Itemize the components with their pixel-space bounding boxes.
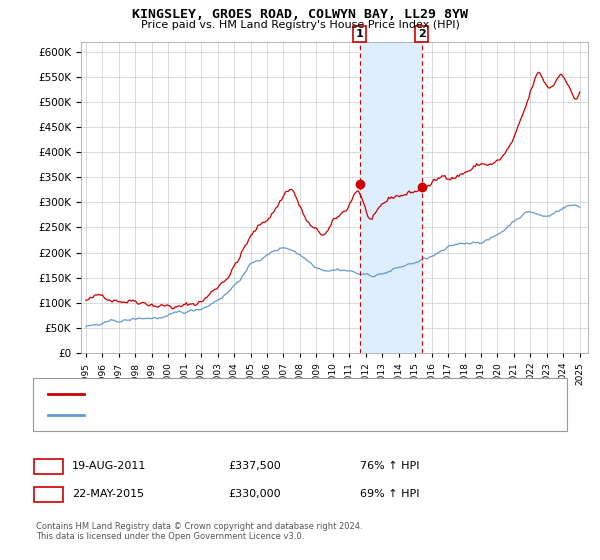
Text: HPI: Average price, detached house, Conwy: HPI: Average price, detached house, Conw… xyxy=(90,410,304,420)
Bar xyxy=(359,42,422,353)
Text: KINGSLEY, GROES ROAD, COLWYN BAY, LL29 8YW (detached house): KINGSLEY, GROES ROAD, COLWYN BAY, LL29 8… xyxy=(90,389,423,399)
Text: Price paid vs. HM Land Registry's House Price Index (HPI): Price paid vs. HM Land Registry's House … xyxy=(140,20,460,30)
Text: 69% ↑ HPI: 69% ↑ HPI xyxy=(360,489,419,500)
Text: Contains HM Land Registry data © Crown copyright and database right 2024.
This d: Contains HM Land Registry data © Crown c… xyxy=(36,522,362,542)
Text: 22-MAY-2015: 22-MAY-2015 xyxy=(72,489,144,500)
Text: 19-AUG-2011: 19-AUG-2011 xyxy=(72,461,146,472)
Text: 76% ↑ HPI: 76% ↑ HPI xyxy=(360,461,419,472)
Text: £330,000: £330,000 xyxy=(228,489,281,500)
Text: 2: 2 xyxy=(418,29,425,39)
Text: 2: 2 xyxy=(45,489,52,500)
Text: 1: 1 xyxy=(356,29,364,39)
Text: KINGSLEY, GROES ROAD, COLWYN BAY, LL29 8YW: KINGSLEY, GROES ROAD, COLWYN BAY, LL29 8… xyxy=(132,8,468,21)
Text: 1: 1 xyxy=(45,461,52,472)
Text: £337,500: £337,500 xyxy=(228,461,281,472)
